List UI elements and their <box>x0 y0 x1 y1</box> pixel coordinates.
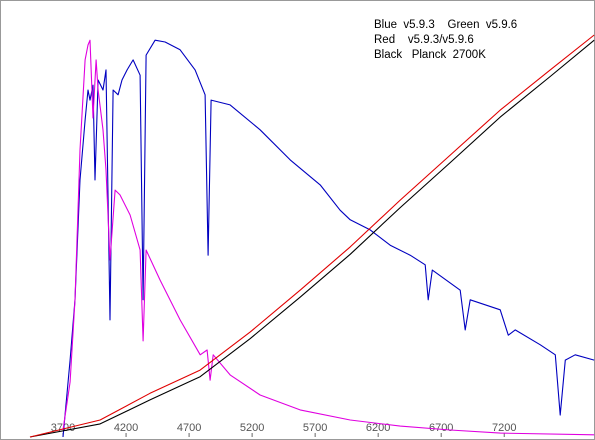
series-line <box>29 39 595 438</box>
x-tick-label: 7200 <box>492 422 516 434</box>
legend-note: Black Planck 2700K <box>374 49 486 61</box>
x-tick-label: 4200 <box>114 422 138 434</box>
x-tick-label: 5700 <box>303 422 327 434</box>
x-tick-label: 4700 <box>177 422 201 434</box>
legend-note: Blue v5.9.3 Green v5.9.6 <box>374 19 517 31</box>
x-tick-label: 5200 <box>240 422 264 434</box>
legend-note: Red v5.9.3/v5.9.6 <box>374 34 474 46</box>
series-line <box>62 39 595 438</box>
series-line <box>62 39 595 436</box>
x-tick-label: 6700 <box>429 422 453 434</box>
x-tick-label: 6200 <box>366 422 390 434</box>
series-line <box>29 34 595 438</box>
